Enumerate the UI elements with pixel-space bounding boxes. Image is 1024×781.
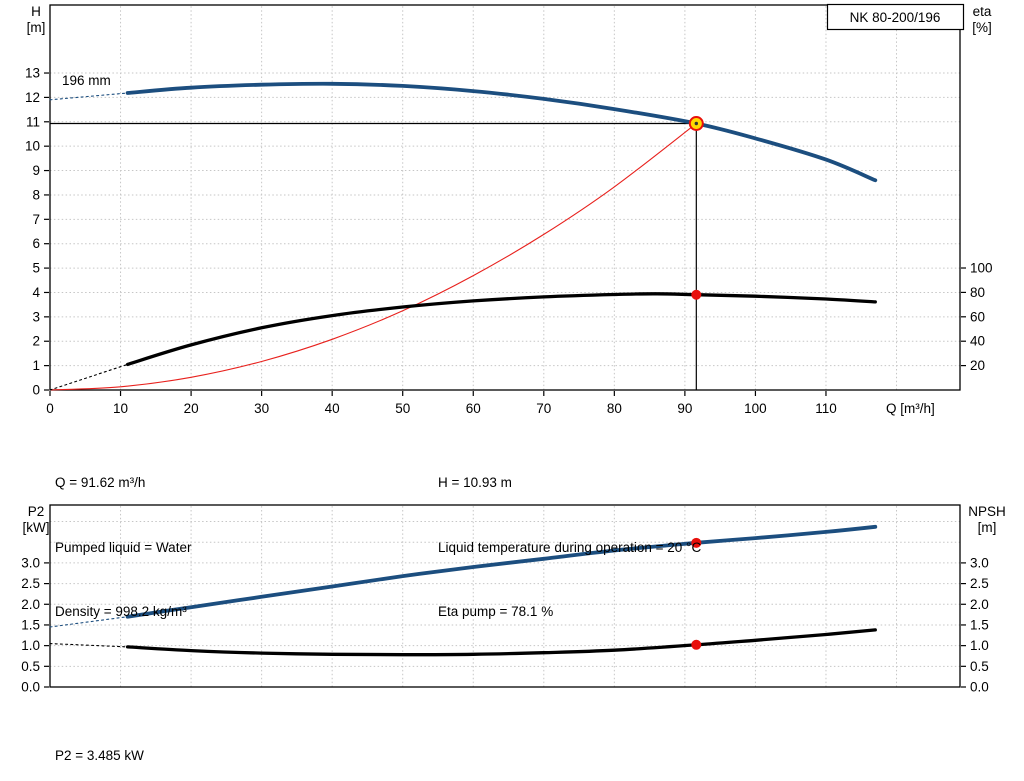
tick-label: 2.0: [970, 597, 989, 612]
head-curve-extrapolated: [49, 92, 129, 101]
tick-label: 11: [26, 114, 40, 129]
impeller-diameter-label: 196 mm: [62, 73, 111, 88]
tick-label: 2.5: [970, 576, 989, 591]
tick-label: 9: [32, 163, 40, 178]
tick-label: 1.5: [21, 617, 40, 632]
npsh-point-marker: [691, 639, 702, 650]
p2-curve: [125, 524, 878, 619]
duty-info-right: H = 10.93 m Liquid temperature during op…: [438, 429, 701, 666]
tick-label: 1.0: [21, 638, 40, 653]
tick-label: 10: [25, 139, 40, 154]
tick-label: 80: [970, 285, 985, 300]
tick-label: 1.5: [970, 617, 989, 632]
tick-label: 70: [536, 401, 551, 416]
eta-axis-title-unit: eta: [973, 4, 992, 19]
tick-label: 30: [254, 401, 269, 416]
npsh-axis-title-bracket: [m]: [978, 520, 997, 535]
tick-label: 40: [325, 401, 340, 416]
p2-point-marker: [691, 537, 702, 548]
h-axis-title-bracket: [m]: [27, 20, 46, 35]
tick-label: 13: [25, 66, 40, 81]
density-readout: Density = 998.2 kg/m³: [55, 604, 187, 619]
head-curve-196mm: [125, 81, 878, 183]
flow-readout: Q = 91.62 m³/h: [55, 475, 146, 490]
tick-label: 12: [25, 90, 40, 105]
tick-label: 7: [32, 212, 40, 227]
tick-label: 10: [113, 401, 128, 416]
p2-npsh-plot: 0.0 0.5 1.0 1.5 2.0 2.5 3.0 0.0 0.5 1.0 1.5 2.0 2.5 3…: [21, 504, 989, 695]
tick-label: 100: [744, 401, 767, 416]
tick-label: 3.0: [970, 555, 989, 570]
power-info: P2 = 3.485 kW NPSH = 1.02 m Max power P2…: [55, 702, 363, 781]
eta-point-marker: [691, 289, 702, 300]
head-readout: H = 10.93 m: [438, 475, 512, 490]
npsh-curve-extrapolated: [49, 643, 129, 648]
tick-label: 1: [32, 358, 40, 373]
tick-label: 3: [32, 309, 40, 324]
tick-label: 0.0: [970, 680, 989, 695]
tick-label: 3.0: [21, 555, 40, 570]
tick-label: 60: [466, 401, 481, 416]
eta-axis-title-bracket: [%]: [972, 20, 992, 35]
npsh-axis-title-unit: NPSH: [968, 504, 1006, 519]
p2-axis-title-unit: P2: [28, 504, 45, 519]
tick-label: 0.5: [21, 659, 40, 674]
tick-label: 1.0: [970, 638, 989, 653]
pump-type-box: NK 80-200/196: [826, 3, 965, 31]
eta-curve: [125, 292, 877, 367]
tick-label: 2.5: [21, 576, 40, 591]
plot-frame: [49, 504, 961, 688]
pump-type-label: NK 80-200/196: [850, 10, 941, 25]
tick-label: 0: [46, 401, 54, 416]
duty-point-marker-center: [694, 121, 699, 126]
tick-label: 20: [184, 401, 199, 416]
p2-axis-title-bracket: [kW]: [23, 520, 50, 535]
tick-label: 20: [970, 358, 985, 373]
tick-label: 0.0: [21, 680, 40, 695]
eta-readout: Eta pump = 78.1 %: [438, 604, 554, 619]
tick-label: 40: [970, 334, 985, 349]
tick-label: 8: [32, 187, 40, 202]
q-axis-title: Q [m³/h]: [886, 401, 935, 416]
pump-type-box-border: [826, 3, 965, 31]
eta-curve-extrapolated: [49, 363, 129, 391]
tick-label: 2: [32, 334, 40, 349]
p2-readout: P2 = 3.485 kW: [55, 748, 144, 763]
tick-label: 90: [677, 401, 692, 416]
tick-label: 100: [970, 261, 993, 276]
system-curve: [49, 122, 697, 391]
plot-frame: [49, 4, 961, 391]
tick-label: 2.0: [21, 597, 40, 612]
pumped-liquid-readout: Pumped liquid = Water: [55, 539, 192, 555]
tick-label: 110: [815, 401, 837, 416]
tick-label: 0: [32, 383, 40, 398]
tick-label: 80: [607, 401, 622, 416]
qh-plot: 0 10 20 30 40 50 60 70 80 90 100 110012345678910111…: [25, 4, 993, 416]
tick-label: 5: [32, 261, 40, 276]
tick-label: 50: [395, 401, 410, 416]
h-axis-title-unit: H: [31, 4, 41, 19]
temperature-readout: Liquid temperature during operation = 20…: [438, 539, 702, 555]
tick-label: 60: [970, 309, 985, 324]
tick-label: 6: [32, 236, 40, 251]
npsh-curve: [125, 628, 877, 657]
tick-label: 0.5: [970, 659, 989, 674]
tick-label: 4: [32, 285, 40, 300]
duty-info-left: Q = 91.62 m³/h Pumped liquid = Water Den…: [55, 429, 191, 666]
